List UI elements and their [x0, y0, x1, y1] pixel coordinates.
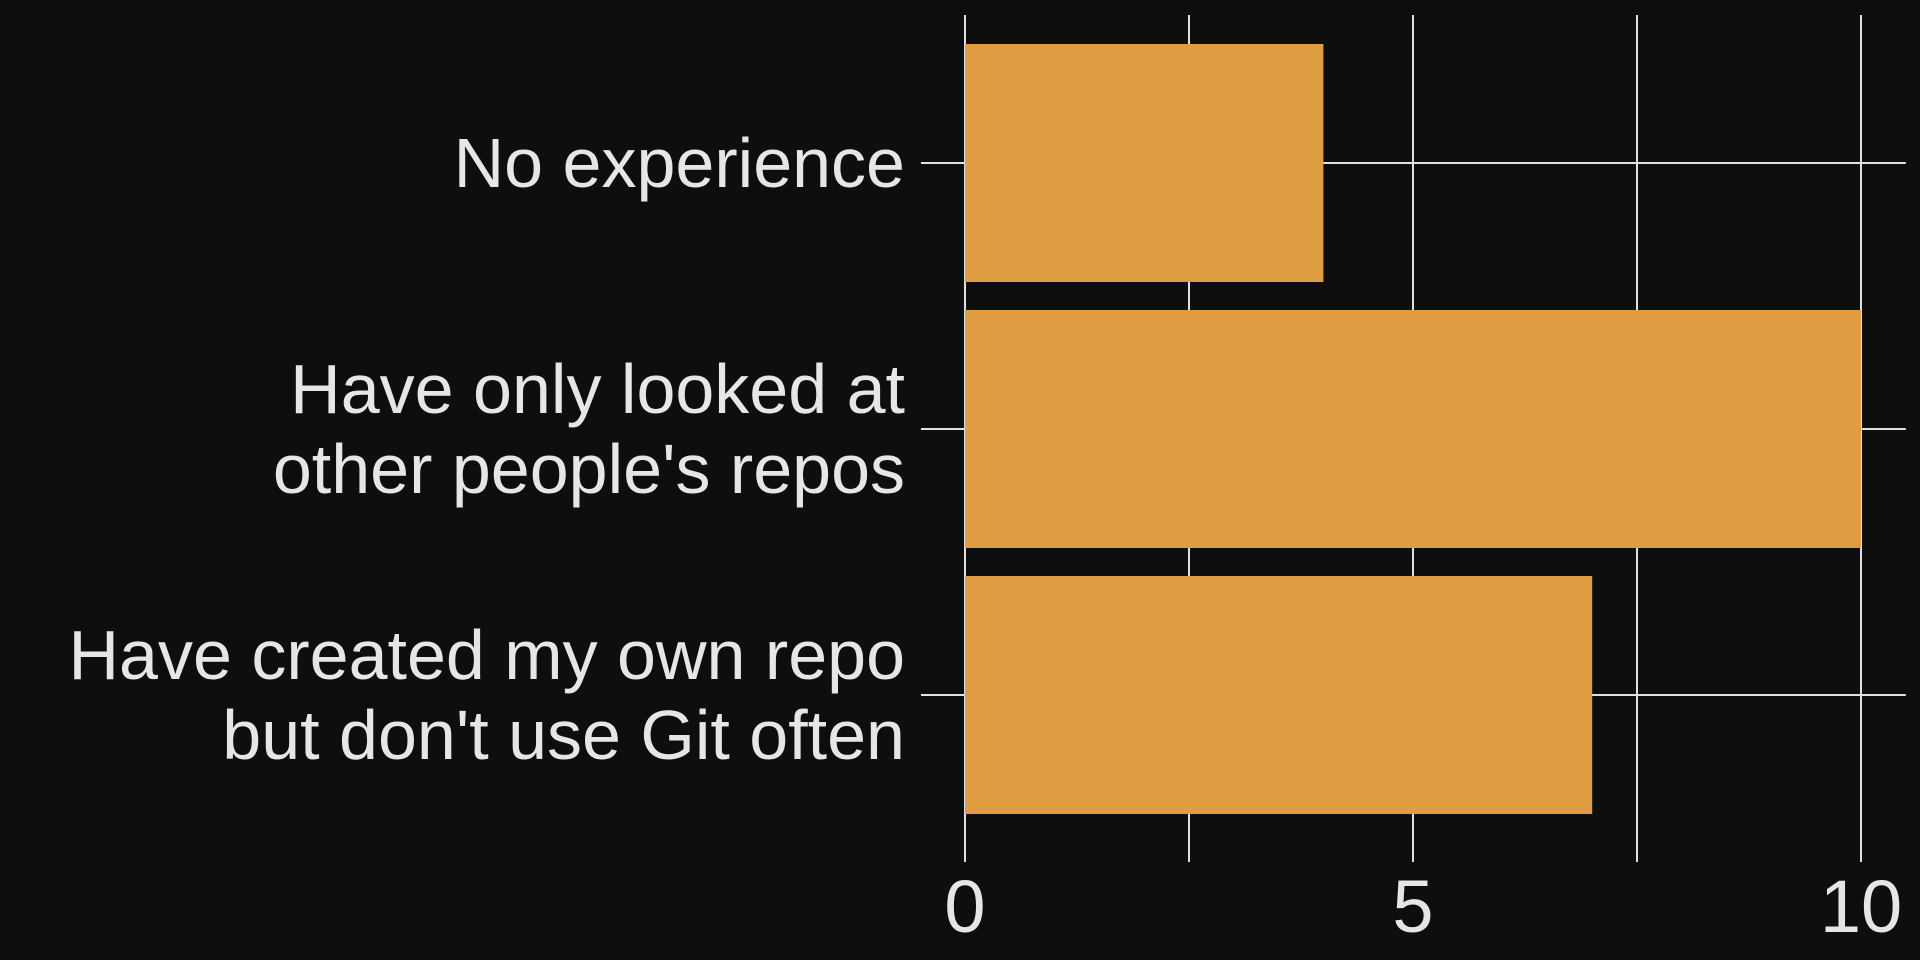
category-label: Have created my own repo — [68, 616, 905, 694]
category-label: No experience — [454, 124, 905, 202]
category-label: Have only looked at — [290, 350, 905, 428]
bars — [965, 44, 1861, 814]
x-tick-label: 5 — [1392, 865, 1433, 948]
x-tick-label: 0 — [944, 865, 985, 948]
x-tick-labels: 0 5 10 — [944, 865, 1902, 948]
category-label: but don't use Git often — [222, 696, 905, 774]
bar — [965, 310, 1861, 548]
bar — [965, 576, 1593, 814]
x-tick-label: 10 — [1820, 865, 1902, 948]
category-label: other people's repos — [273, 430, 905, 508]
bar — [965, 44, 1324, 282]
